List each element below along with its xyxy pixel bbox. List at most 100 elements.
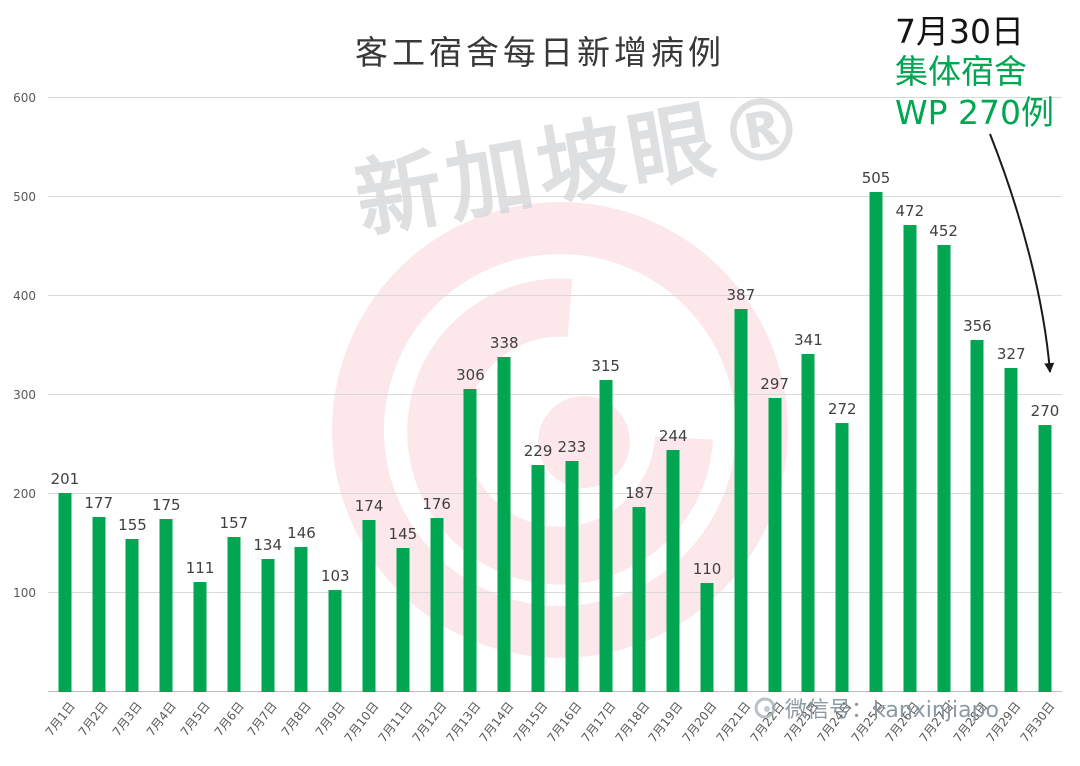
bar [937, 244, 951, 692]
bar-value-label: 306 [456, 366, 485, 385]
bar-column: 201 [48, 98, 82, 692]
bar-value-label: 174 [354, 496, 384, 515]
bar [666, 450, 680, 692]
bar-column: 327 [994, 98, 1028, 692]
bar-value-label: 157 [219, 513, 249, 532]
x-tick-label: 7月1日 [42, 699, 78, 739]
bar-value-label: 155 [118, 515, 147, 534]
bar [768, 397, 782, 692]
bar-value-label: 187 [625, 483, 654, 502]
bar-value-label: 297 [760, 374, 789, 393]
bar [261, 559, 275, 692]
bar [700, 583, 714, 692]
bar [125, 538, 139, 692]
footer-watermark-text: 微信号：kanxinjiapo [785, 698, 999, 723]
bar [869, 192, 883, 692]
bar [193, 582, 207, 692]
bar [430, 517, 444, 692]
bar-column: 175 [149, 98, 183, 692]
bar [734, 308, 748, 692]
bar [599, 380, 613, 692]
bar-value-label: 341 [794, 331, 823, 350]
y-tick-label: 100 [13, 586, 36, 600]
bar [565, 461, 579, 692]
bar-value-label: 201 [50, 470, 80, 489]
annotation-date: 7月30日 [895, 12, 1024, 51]
bar-value-label: 315 [591, 357, 620, 376]
bar-column: 452 [927, 98, 961, 692]
y-tick-label: 400 [13, 289, 36, 303]
bar-column: 244 [656, 98, 690, 692]
bar [396, 548, 410, 692]
bar [1038, 424, 1052, 692]
bar-column: 272 [825, 98, 859, 692]
bar-value-label: 387 [726, 285, 756, 304]
bar-column: 145 [386, 98, 420, 692]
bar-column: 338 [487, 98, 521, 692]
bar-column: 155 [116, 98, 150, 692]
bar-value-label: 327 [996, 345, 1026, 364]
bar-column: 315 [589, 98, 623, 692]
bar-value-label: 134 [253, 536, 282, 555]
bar-column: 111 [183, 98, 217, 692]
bar-value-label: 111 [185, 559, 215, 578]
y-axis-labels: 100 200 300 400 500 600 [0, 91, 42, 692]
gridline [48, 592, 1062, 593]
bar-value-label: 146 [287, 524, 316, 543]
bar-column: 103 [318, 98, 352, 692]
bar [632, 506, 646, 692]
x-tick: 7月30日 [1018, 693, 1062, 766]
bar [463, 389, 477, 692]
bar-value-label: 452 [929, 221, 958, 240]
bar-column: 387 [724, 98, 758, 692]
bar [159, 518, 173, 692]
bar-column: 157 [217, 98, 251, 692]
bar-value-label: 505 [861, 169, 891, 188]
bar-value-label: 229 [523, 442, 553, 461]
bar-column: 472 [893, 98, 927, 692]
bar-column: 270 [1028, 98, 1062, 692]
bar [970, 339, 984, 692]
footer-watermark: 微信号：kanxinjiapo [752, 692, 999, 724]
bar [362, 519, 376, 692]
gridline [48, 97, 1062, 98]
y-tick-label: 500 [13, 190, 36, 204]
annotation-line2: 集体宿舍 [895, 52, 1027, 92]
gridline [48, 295, 1062, 296]
bar [531, 465, 545, 692]
bar-value-label: 270 [1030, 401, 1060, 420]
bar [1004, 368, 1018, 692]
bar-column: 177 [82, 98, 116, 692]
bar-column: 110 [690, 98, 724, 692]
gridlines [48, 97, 1062, 692]
bar-column: 174 [352, 98, 386, 692]
bar [58, 493, 72, 692]
bar-value-label: 110 [692, 560, 722, 579]
bar-value-label: 175 [151, 495, 181, 514]
bar-value-label: 244 [658, 427, 688, 446]
bar [92, 516, 106, 692]
chart-title: 客工宿舍每日新增病例 [355, 33, 725, 72]
bar-value-label: 272 [827, 399, 857, 418]
y-tick-label: 600 [13, 91, 36, 105]
bar-column: 146 [285, 98, 319, 692]
bar-column: 505 [859, 98, 893, 692]
gridline [48, 493, 1062, 494]
annotation-line3: WP 270例 [895, 92, 1055, 132]
bar-column: 306 [454, 98, 488, 692]
bar-value-label: 233 [557, 438, 587, 457]
bar-column: 176 [420, 98, 454, 692]
bar-column: 229 [521, 98, 555, 692]
bar [294, 547, 308, 692]
bar-value-label: 472 [895, 201, 925, 220]
y-tick-label: 200 [13, 487, 36, 501]
bar [835, 422, 849, 692]
y-tick-label: 300 [13, 388, 36, 402]
bar [801, 354, 815, 692]
bar-column: 356 [961, 98, 995, 692]
bar-column: 134 [251, 98, 285, 692]
bar-column: 187 [623, 98, 657, 692]
bar-value-label: 145 [388, 525, 418, 544]
bar-value-label: 356 [963, 316, 992, 335]
